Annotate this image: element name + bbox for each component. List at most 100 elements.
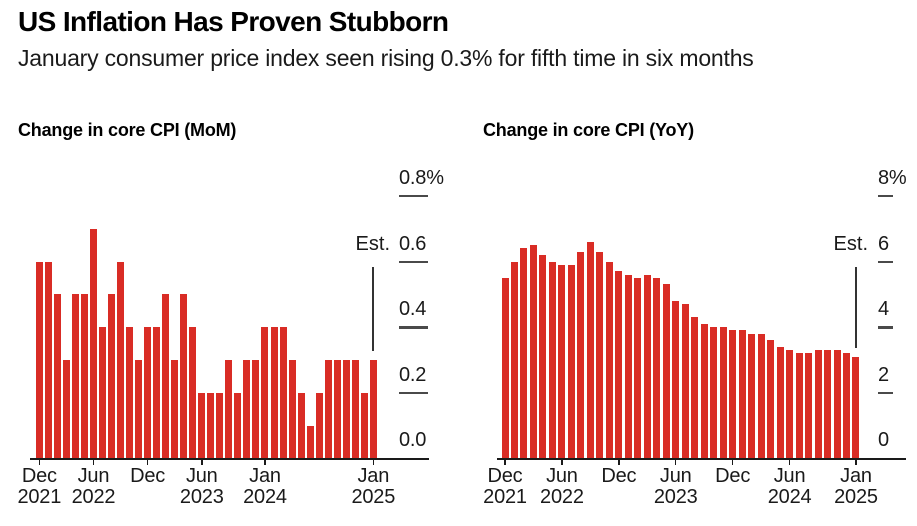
bar-jun-2022 [89, 228, 97, 459]
x-axis-tick [372, 458, 375, 466]
bar-jul-2022 [98, 327, 106, 459]
y-axis-label: 0.6 [399, 232, 427, 255]
x-axis-tick [731, 458, 734, 466]
x-axis-label-year: 2025 [834, 486, 878, 509]
bar-dec-2021 [501, 277, 509, 459]
bar-aug-2024 [805, 353, 813, 459]
bar-feb-2024 [270, 327, 278, 459]
bar-dec-2024 [360, 392, 368, 459]
bar-feb-2022 [53, 294, 61, 459]
x-axis-label-year: 2021 [17, 486, 62, 509]
bar-may-2023 [189, 327, 197, 459]
bar-jul-2023 [681, 304, 689, 459]
bar-jun-2024 [786, 350, 794, 459]
x-axis-label-month: Dec [487, 464, 523, 487]
bar-may-2022 [548, 261, 556, 459]
x-axis-label-year: 2023 [653, 486, 698, 509]
x-axis-label: Jun 2022 [53, 464, 133, 509]
bar-oct-2024 [342, 359, 350, 459]
bar-sep-2023 [700, 323, 708, 459]
bar-jul-2024 [795, 353, 803, 459]
bar-apr-2023 [653, 277, 661, 459]
x-axis-label-month: Jan [357, 464, 390, 487]
bar-jun-2022 [558, 264, 566, 459]
x-axis-tick [561, 458, 563, 466]
bar-jun-2024 [306, 425, 314, 459]
y-axis-label: 0.0 [399, 429, 427, 452]
x-axis-label: Jun 2023 [636, 464, 716, 509]
x-axis-tick [201, 458, 203, 466]
bar-aug-2023 [216, 392, 224, 459]
bar-may-2024 [297, 392, 305, 459]
x-axis-label: Jun 2022 [522, 464, 602, 509]
y-axis-label: 0.2 [399, 363, 427, 386]
x-axis-tick [788, 458, 791, 466]
x-axis-line [497, 457, 906, 460]
x-axis-label-month: Jan [840, 464, 872, 487]
bar-feb-2022 [520, 248, 528, 459]
bar-sep-2023 [225, 359, 233, 459]
x-axis-label-year: 2024 [767, 486, 812, 509]
x-axis-label-year: 2025 [351, 486, 396, 509]
x-axis-label: Jan 2025 [816, 464, 896, 509]
x-axis-tick [618, 458, 620, 466]
y-axis-label: 4 [878, 298, 889, 321]
bar-apr-2022 [71, 294, 79, 459]
bar-may-2024 [776, 346, 784, 459]
bar-jan-2022 [44, 261, 52, 459]
bar-sep-2024 [814, 350, 822, 459]
bar-aug-2024 [324, 359, 332, 459]
bar-dec-2023 [252, 359, 260, 459]
bar-jul-2024 [315, 392, 323, 459]
bar-sep-2024 [333, 359, 341, 459]
x-axis-label: Dec [693, 465, 773, 488]
x-axis-label: Jan 2024 [225, 465, 305, 509]
bar-apr-2024 [767, 340, 775, 459]
y-axis-label: 2 [878, 363, 889, 386]
bar-aug-2022 [577, 251, 585, 459]
y-axis-tick [399, 391, 428, 395]
bar-oct-2023 [710, 327, 718, 459]
x-axis-label-month: Jun [546, 464, 578, 487]
y-axis-label: 0 [878, 429, 889, 452]
bar-jan-2022 [510, 261, 518, 459]
bar-nov-2024 [833, 350, 841, 459]
y-axis-label: 8% [878, 166, 907, 189]
x-axis-tick [674, 458, 677, 466]
x-axis-label-month: Jun [77, 464, 110, 487]
x-axis-label-year: 2021 [483, 486, 527, 509]
x-axis-tick [146, 458, 149, 466]
y-axis-label: 6 [878, 232, 889, 255]
bar-nov-2022 [135, 359, 143, 459]
bar-jul-2023 [207, 392, 215, 459]
bar-sep-2022 [586, 241, 594, 459]
y-axis-tick [399, 194, 428, 198]
estimate-label: Est. [833, 232, 868, 255]
bar-jun-2023 [198, 392, 206, 459]
x-axis-label-month: Jun [659, 464, 692, 487]
bar-nov-2024 [351, 359, 359, 459]
x-axis-label-year: 2024 [243, 486, 287, 509]
bar-dec-2022 [144, 327, 152, 459]
x-axis-label: Dec 2021 [0, 465, 79, 509]
bar-oct-2024 [824, 350, 832, 459]
x-axis-tick [38, 458, 41, 466]
x-axis-label-month: Jun [773, 464, 806, 487]
bar-mar-2023 [171, 359, 179, 459]
y-axis-tick [878, 326, 893, 329]
bar-oct-2022 [596, 251, 604, 459]
x-axis-label: Jan 2025 [333, 464, 413, 509]
bar-dec-2021 [35, 261, 43, 459]
bar-oct-2023 [234, 392, 242, 459]
bar-dec-2022 [615, 271, 623, 459]
x-axis-tick [92, 458, 95, 466]
bar-may-2023 [662, 284, 670, 459]
bar-aug-2023 [691, 317, 699, 459]
page-title: US Inflation Has Proven Stubborn [18, 6, 449, 37]
bar-jul-2022 [567, 264, 575, 459]
chart-title-mom: Change in core CPI (MoM) [18, 120, 237, 140]
x-axis-label-year: 2023 [179, 486, 224, 509]
bar-jun-2023 [672, 300, 680, 459]
y-axis-tick [878, 260, 893, 263]
